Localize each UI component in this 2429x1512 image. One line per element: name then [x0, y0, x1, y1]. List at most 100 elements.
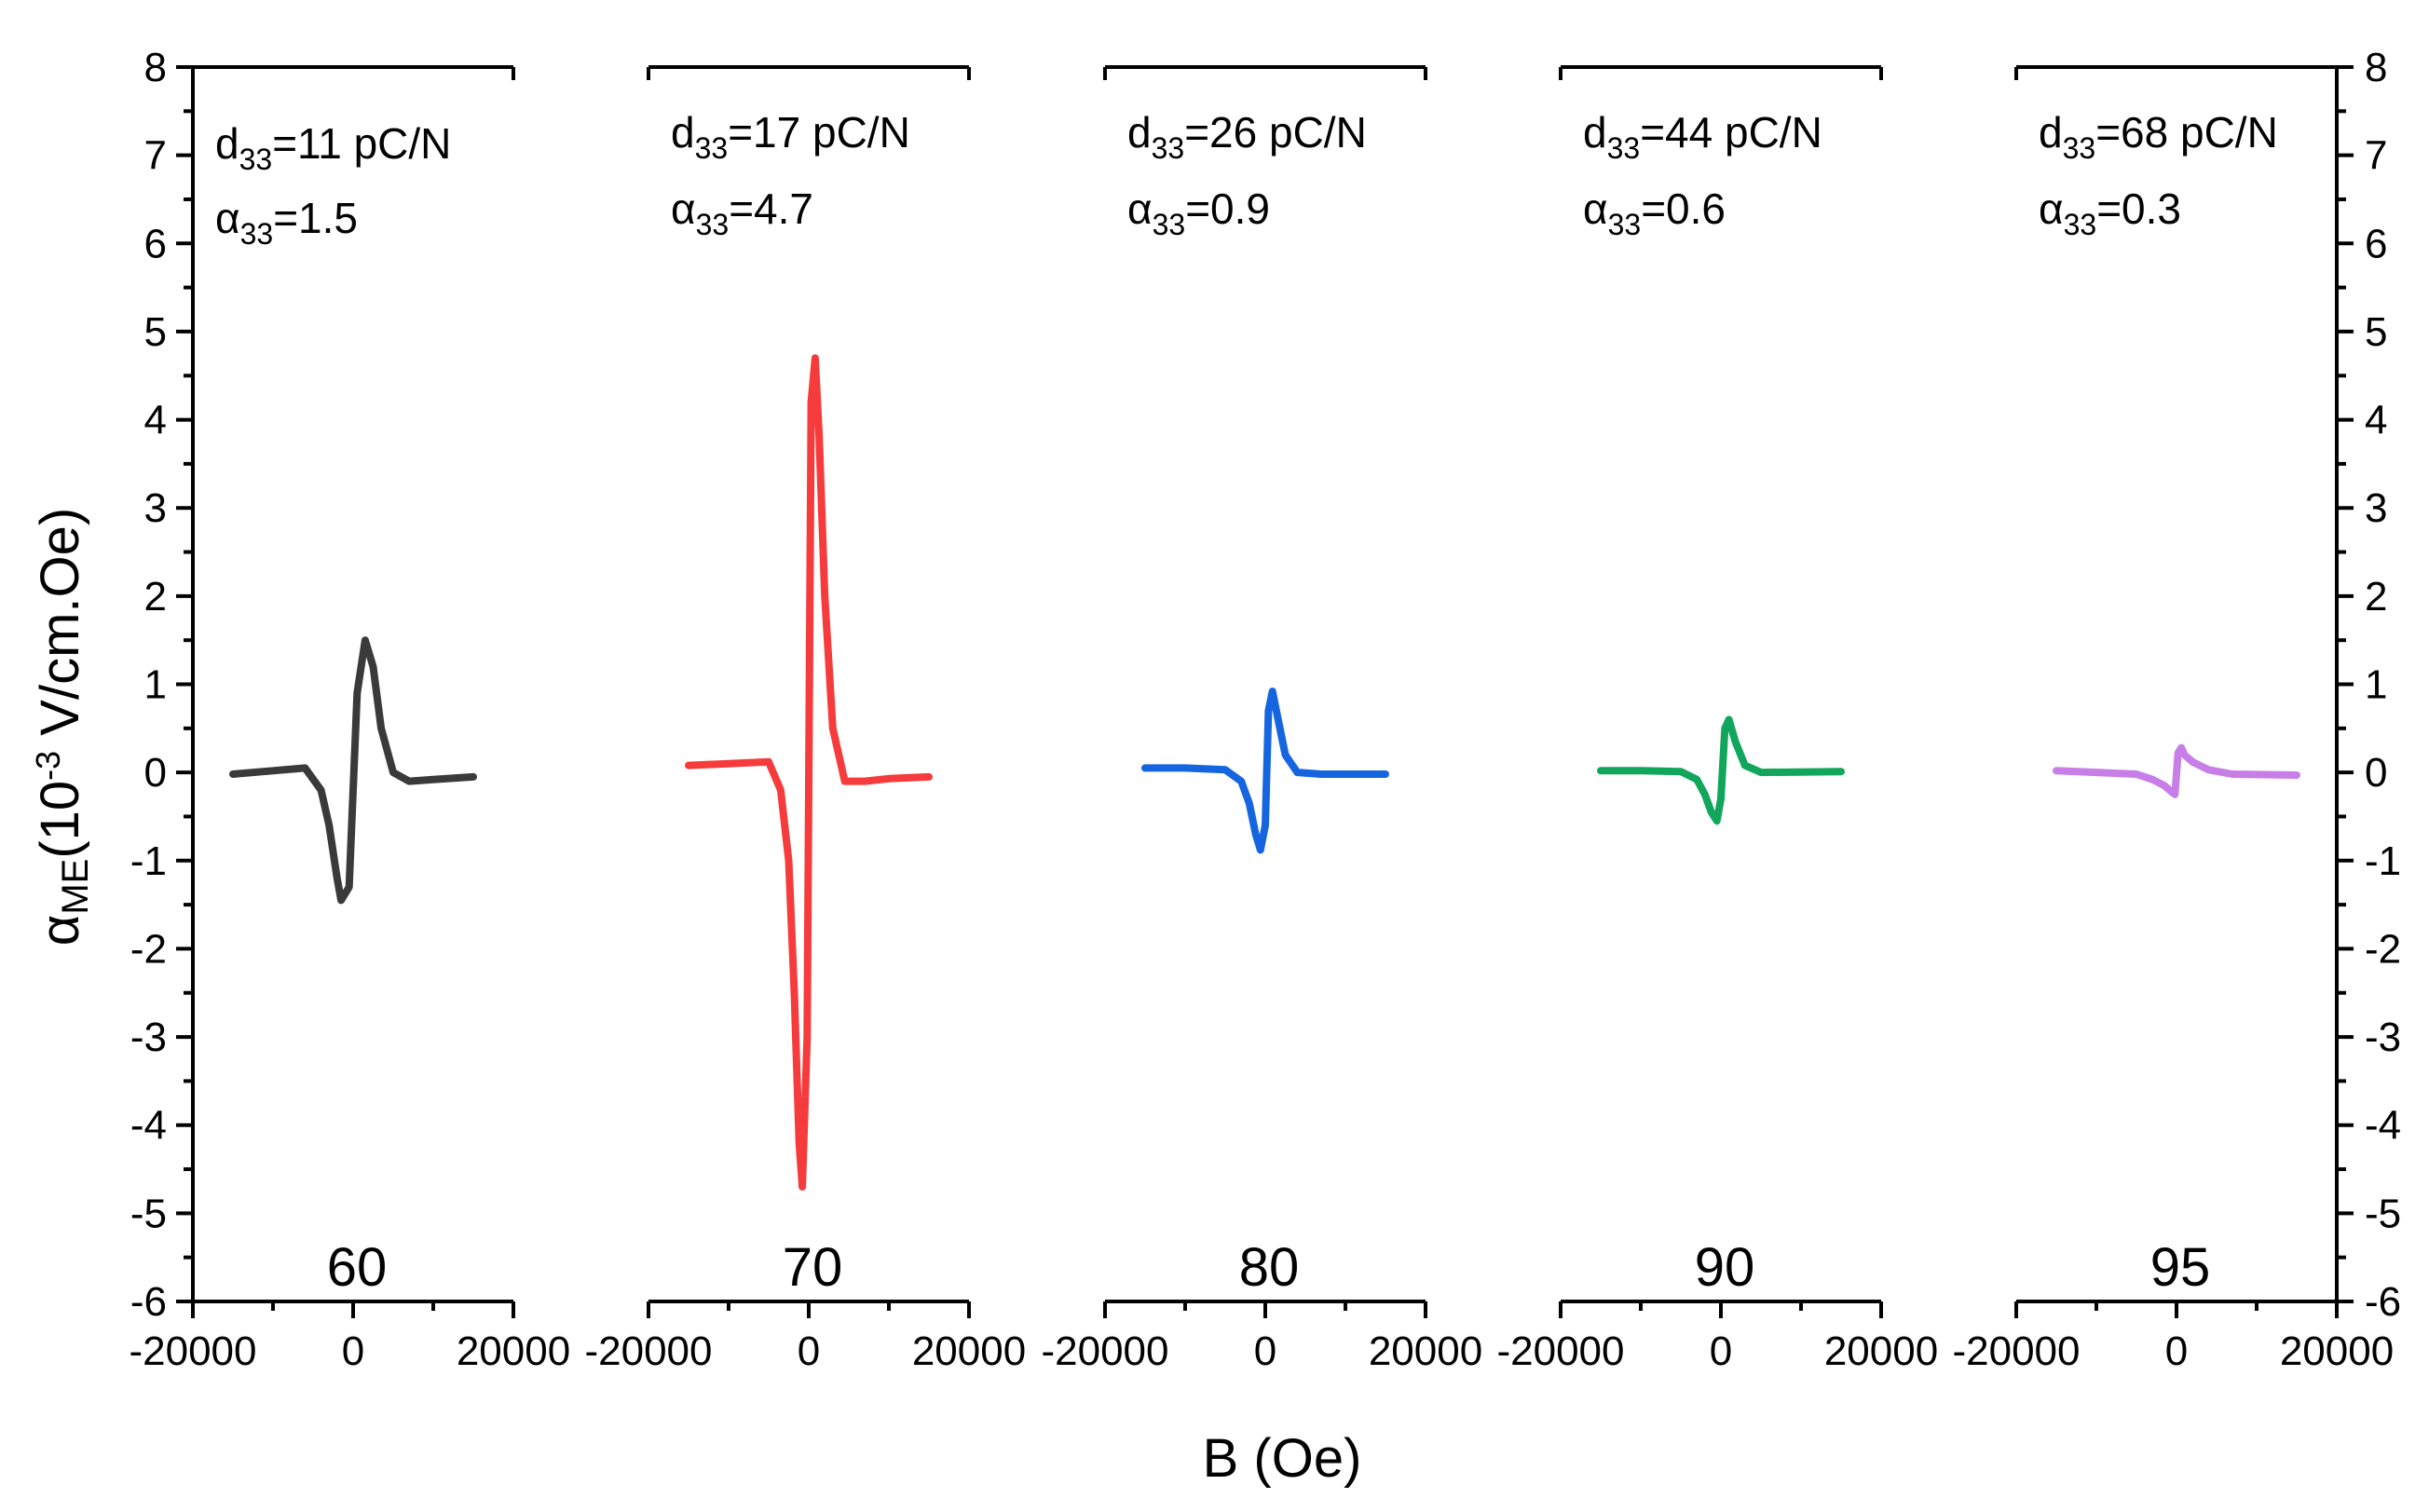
y-tick-label-left: -6: [130, 1279, 167, 1325]
y-tick-label-left: -1: [130, 838, 167, 884]
alpha33-annotation: α33=1.5: [215, 194, 358, 251]
y-tick-label-right: -1: [2365, 838, 2401, 884]
curve-80: [1141, 688, 1389, 854]
panel-95: -20000 0 20000-6-5-4-3-2-1012345678d33=68 …: [1952, 45, 2401, 1374]
y-tick-label-left: 6: [144, 221, 167, 266]
x-tick-label: -20000: [129, 1328, 256, 1374]
y-tick-label-left: -3: [130, 1015, 167, 1060]
alpha33-subscript: 33: [696, 208, 730, 241]
alpha33-subscript: 33: [1153, 208, 1186, 241]
x-tick-label: 20000: [1824, 1328, 1938, 1374]
y-tick-label-right: 1: [2365, 662, 2387, 708]
alpha33-subscript: 33: [2064, 208, 2097, 241]
d33-subscript: 33: [1607, 131, 1641, 165]
alpha33-annotation: α33=0.9: [1127, 184, 1270, 241]
d33-annotation: d33=26 pC/N: [1127, 108, 1367, 165]
y-tick-label-left: 3: [144, 485, 167, 531]
y-tick-label-right: 0: [2365, 750, 2387, 796]
d33-symbol: d: [1583, 108, 1607, 157]
x-tick-label: -20000: [1952, 1328, 2080, 1374]
d33-symbol: d: [671, 108, 695, 157]
panel-label: 95: [2150, 1237, 2211, 1298]
x-tick-label: 0: [1710, 1328, 1732, 1374]
curve-90: [1597, 715, 1845, 825]
x-tick-label: 0: [798, 1328, 820, 1374]
d33-symbol: d: [2039, 108, 2063, 157]
alpha33-subscript: 33: [1608, 208, 1642, 241]
y-tick-label-right: 6: [2365, 221, 2387, 266]
panel-label: 70: [783, 1237, 843, 1298]
alpha33-symbol: α: [215, 194, 240, 242]
alpha33-symbol: α: [2039, 184, 2064, 233]
d33-subscript: 33: [2063, 131, 2096, 165]
alpha33-symbol: α: [1127, 184, 1153, 233]
alpha33-symbol: α: [671, 184, 696, 233]
alpha33-value: =0.3: [2096, 184, 2181, 233]
curve-70: [685, 354, 933, 1191]
y-tick-label-right: 5: [2365, 309, 2387, 355]
x-tick-label: -20000: [584, 1328, 712, 1374]
x-tick-label: 20000: [912, 1328, 1026, 1374]
y-tick-label-right: 7: [2365, 133, 2387, 179]
alpha33-annotation: α33=0.6: [1583, 184, 1726, 241]
d33-subscript: 33: [1152, 131, 1185, 165]
x-tick-label: 0: [1254, 1328, 1276, 1374]
y-axis-title-paren-open: (10: [30, 781, 90, 859]
y-tick-label-left: 8: [144, 45, 167, 90]
panel-label: 90: [1695, 1237, 1755, 1298]
x-tick-label: 0: [342, 1328, 364, 1374]
alpha33-symbol: α: [1583, 184, 1608, 233]
y-tick-label-left: 0: [144, 750, 167, 796]
y-axis-title: αME(10-3 V/cm.Oe): [29, 508, 96, 946]
y-tick-label-right: 2: [2365, 574, 2387, 620]
y-tick-label-right: 8: [2365, 45, 2387, 90]
y-tick-label-right: -4: [2365, 1103, 2401, 1149]
alpha33-value: =4.7: [729, 184, 813, 233]
panel-label: 60: [327, 1237, 388, 1298]
y-tick-label-right: -2: [2365, 926, 2401, 972]
d33-value: =44 pC/N: [1640, 108, 1822, 157]
y-tick-label-right: 4: [2365, 398, 2387, 443]
d33-value: =26 pC/N: [1184, 108, 1367, 157]
y-tick-label-left: -2: [130, 926, 167, 972]
d33-annotation: d33=68 pC/N: [2039, 108, 2278, 165]
x-tick-label: -20000: [1041, 1328, 1168, 1374]
d33-subscript: 33: [695, 131, 729, 165]
x-tick-label: 20000: [1369, 1328, 1482, 1374]
alpha33-annotation: α33=4.7: [671, 184, 813, 241]
chart-panels: -20000 0 20000-6-5-4-3-2-1012345678d33=11 …: [129, 45, 2401, 1374]
d33-symbol: d: [215, 119, 239, 168]
y-tick-label-left: -5: [130, 1191, 167, 1236]
d33-annotation: d33=17 pC/N: [671, 108, 910, 165]
y-tick-label-left: 4: [144, 398, 167, 443]
x-tick-label: 20000: [2280, 1328, 2394, 1374]
y-tick-label-right: 3: [2365, 485, 2387, 531]
y-tick-label-left: 5: [144, 309, 167, 355]
alpha33-subscript: 33: [240, 217, 274, 251]
curve-95: [2053, 743, 2300, 798]
y-tick-label-right: -5: [2365, 1191, 2401, 1236]
x-tick-label: -20000: [1496, 1328, 1624, 1374]
x-axis-title: B (Oe): [1203, 1428, 1362, 1489]
d33-subscript: 33: [239, 143, 273, 176]
d33-value: =11 pC/N: [272, 119, 451, 168]
y-axis-title-sub: ME: [55, 859, 96, 915]
y-tick-label-left: 7: [144, 133, 167, 179]
y-axis-title-main: α: [30, 915, 90, 947]
y-tick-label-right: -6: [2365, 1279, 2401, 1325]
y-axis-title-units: V/cm.Oe): [30, 508, 90, 751]
alpha33-value: =0.6: [1641, 184, 1726, 233]
alpha33-annotation: α33=0.3: [2039, 184, 2181, 241]
y-tick-label-left: -4: [130, 1103, 167, 1149]
d33-value: =68 pC/N: [2095, 108, 2278, 157]
d33-symbol: d: [1127, 108, 1152, 157]
d33-annotation: d33=11 pC/N: [215, 119, 451, 176]
y-axis-title-exp: -3: [29, 751, 67, 781]
curve-60: [229, 636, 477, 905]
d33-annotation: d33=44 pC/N: [1583, 108, 1822, 165]
alpha33-value: =0.9: [1185, 184, 1270, 233]
